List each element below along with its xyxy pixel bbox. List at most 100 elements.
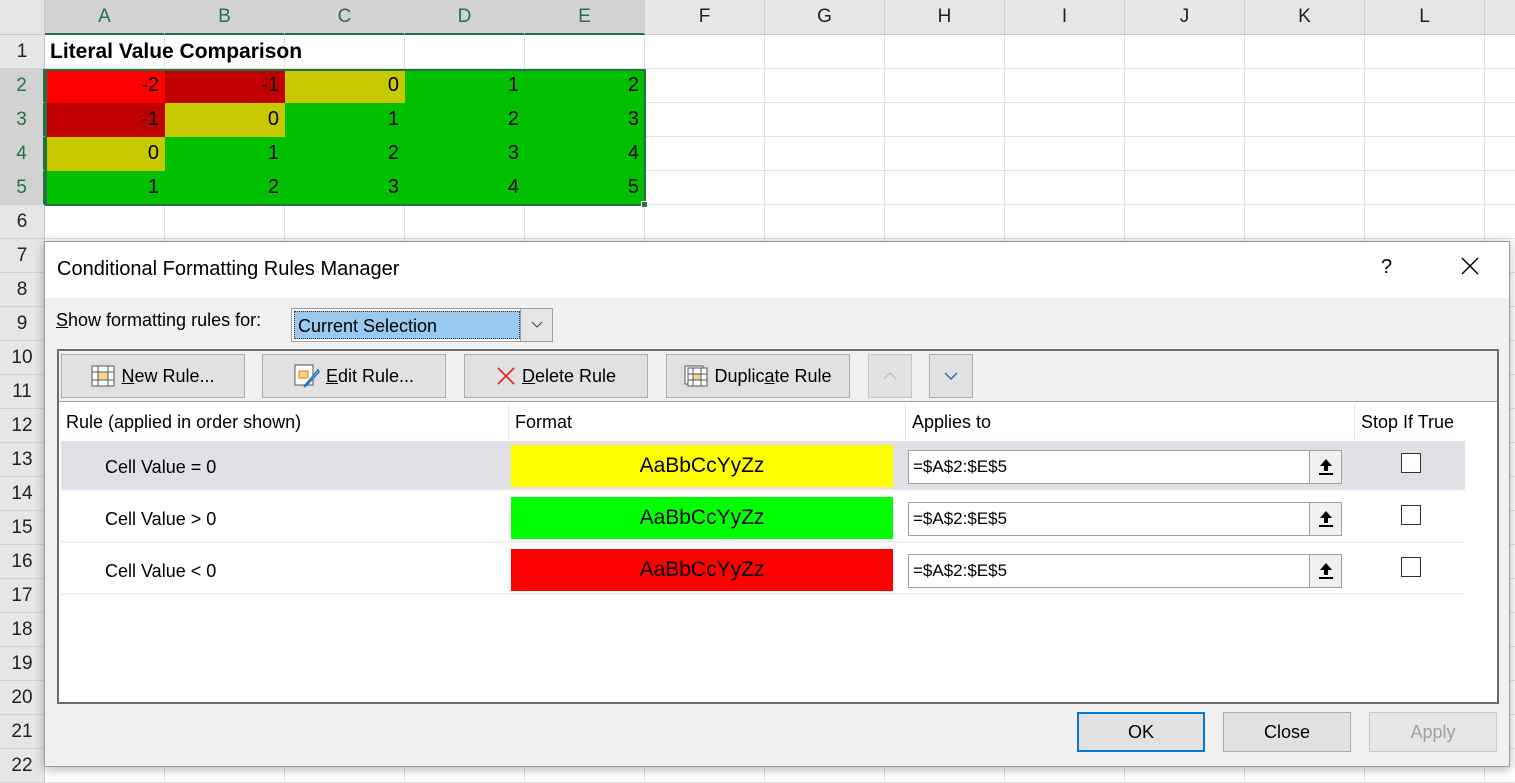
cell[interactable] bbox=[1485, 69, 1515, 103]
stop-if-true-checkbox[interactable] bbox=[1401, 557, 1421, 577]
cell[interactable] bbox=[1485, 205, 1515, 239]
cell[interactable] bbox=[1125, 103, 1245, 137]
row-header-4[interactable]: 4 bbox=[0, 137, 45, 171]
column-header-G[interactable]: G bbox=[765, 0, 885, 35]
show-rules-dropdown[interactable]: Current Selection bbox=[291, 308, 553, 342]
row-header-7[interactable]: 7 bbox=[0, 239, 45, 273]
cell[interactable] bbox=[885, 137, 1005, 171]
cell[interactable]: 5 bbox=[525, 171, 645, 205]
close-button[interactable]: Close bbox=[1223, 712, 1351, 752]
column-header-A[interactable]: A bbox=[45, 0, 165, 35]
collapse-range-button[interactable] bbox=[1309, 451, 1341, 483]
help-button[interactable]: ? bbox=[1381, 256, 1393, 278]
cell[interactable] bbox=[1125, 137, 1245, 171]
header-stop[interactable]: Stop If True bbox=[1361, 412, 1455, 432]
cell[interactable] bbox=[1245, 103, 1365, 137]
row-header-15[interactable]: 15 bbox=[0, 511, 45, 545]
applies-to-input[interactable]: =$A$2:$E$5 bbox=[908, 502, 1342, 536]
cell[interactable] bbox=[1005, 205, 1125, 239]
applies-to-input[interactable]: =$A$2:$E$5 bbox=[908, 554, 1342, 588]
cell[interactable] bbox=[885, 69, 1005, 103]
cell[interactable] bbox=[765, 137, 885, 171]
cell[interactable] bbox=[1005, 171, 1125, 205]
cell[interactable] bbox=[1365, 171, 1485, 205]
stop-if-true-checkbox[interactable] bbox=[1401, 453, 1421, 473]
column-header-D[interactable]: D bbox=[405, 0, 525, 35]
cell[interactable] bbox=[405, 205, 525, 239]
cell[interactable]: -2 bbox=[45, 69, 165, 103]
row-header-17[interactable]: 17 bbox=[0, 579, 45, 613]
row-header-21[interactable]: 21 bbox=[0, 715, 45, 749]
cell[interactable]: 0 bbox=[165, 103, 285, 137]
cell[interactable] bbox=[885, 171, 1005, 205]
cell[interactable] bbox=[1365, 103, 1485, 137]
rule-row[interactable]: Cell Value < 0 AaBbCcYyZz =$A$2:$E$5 bbox=[61, 545, 1465, 595]
row-header-8[interactable]: 8 bbox=[0, 273, 45, 307]
title-cell[interactable]: Literal Value Comparison bbox=[50, 40, 303, 63]
column-header-C[interactable]: C bbox=[285, 0, 405, 35]
applies-to-input[interactable]: =$A$2:$E$5 bbox=[908, 450, 1342, 484]
row-header-13[interactable]: 13 bbox=[0, 443, 45, 477]
row-header-3[interactable]: 3 bbox=[0, 103, 45, 137]
collapse-range-button[interactable] bbox=[1309, 503, 1341, 535]
cell[interactable] bbox=[1365, 137, 1485, 171]
fill-handle[interactable] bbox=[641, 201, 648, 208]
cell[interactable]: 1 bbox=[285, 103, 405, 137]
edit-rule-button[interactable]: Edit Rule... bbox=[262, 354, 446, 398]
row-header-20[interactable]: 20 bbox=[0, 681, 45, 715]
cell[interactable]: 3 bbox=[525, 103, 645, 137]
apply-button[interactable]: Apply bbox=[1369, 712, 1497, 752]
cell[interactable] bbox=[645, 205, 765, 239]
cell[interactable] bbox=[165, 35, 285, 69]
cell[interactable] bbox=[1125, 171, 1245, 205]
column-header-K[interactable]: K bbox=[1245, 0, 1365, 35]
cell[interactable] bbox=[1365, 35, 1485, 69]
column-header-J[interactable]: J bbox=[1125, 0, 1245, 35]
column-header-partial[interactable] bbox=[1485, 0, 1515, 35]
cell[interactable]: 3 bbox=[405, 137, 525, 171]
chevron-down-icon[interactable] bbox=[520, 309, 552, 341]
cell[interactable]: 1 bbox=[165, 137, 285, 171]
rule-row[interactable]: Cell Value > 0 AaBbCcYyZz =$A$2:$E$5 bbox=[61, 493, 1465, 543]
column-header-E[interactable]: E bbox=[525, 0, 645, 35]
header-format[interactable]: Format bbox=[515, 412, 573, 432]
column-header-B[interactable]: B bbox=[165, 0, 285, 35]
cell[interactable] bbox=[1245, 69, 1365, 103]
row-header-22[interactable]: 22 bbox=[0, 749, 45, 783]
select-all-corner[interactable] bbox=[0, 0, 45, 35]
cell[interactable]: 2 bbox=[165, 171, 285, 205]
cell[interactable] bbox=[765, 35, 885, 69]
cell[interactable] bbox=[1245, 171, 1365, 205]
row-header-9[interactable]: 9 bbox=[0, 307, 45, 341]
cell[interactable] bbox=[885, 205, 1005, 239]
cell[interactable] bbox=[885, 103, 1005, 137]
cell[interactable]: 3 bbox=[285, 171, 405, 205]
row-header-14[interactable]: 14 bbox=[0, 477, 45, 511]
column-header-I[interactable]: I bbox=[1005, 0, 1125, 35]
row-header-11[interactable]: 11 bbox=[0, 375, 45, 409]
cell[interactable] bbox=[1125, 69, 1245, 103]
collapse-range-button[interactable] bbox=[1309, 555, 1341, 587]
cell[interactable] bbox=[1485, 137, 1515, 171]
ok-button[interactable]: OK bbox=[1077, 712, 1205, 752]
cell[interactable]: 1 bbox=[45, 171, 165, 205]
row-header-18[interactable]: 18 bbox=[0, 613, 45, 647]
cell[interactable] bbox=[1365, 69, 1485, 103]
cell[interactable] bbox=[1125, 35, 1245, 69]
cell[interactable] bbox=[765, 171, 885, 205]
cell[interactable] bbox=[285, 205, 405, 239]
cell[interactable] bbox=[645, 35, 765, 69]
cell[interactable] bbox=[1125, 205, 1245, 239]
stop-if-true-checkbox[interactable] bbox=[1401, 505, 1421, 525]
row-header-6[interactable]: 6 bbox=[0, 205, 45, 239]
cell[interactable] bbox=[765, 205, 885, 239]
cell[interactable] bbox=[1245, 137, 1365, 171]
cell[interactable] bbox=[765, 69, 885, 103]
cell[interactable]: 4 bbox=[525, 137, 645, 171]
cell[interactable]: -1 bbox=[45, 103, 165, 137]
cell[interactable] bbox=[1005, 35, 1125, 69]
row-header-10[interactable]: 10 bbox=[0, 341, 45, 375]
cell[interactable] bbox=[1245, 205, 1365, 239]
cell[interactable] bbox=[1005, 137, 1125, 171]
rule-row[interactable]: Cell Value = 0 AaBbCcYyZz =$A$2:$E$5 bbox=[61, 441, 1465, 491]
